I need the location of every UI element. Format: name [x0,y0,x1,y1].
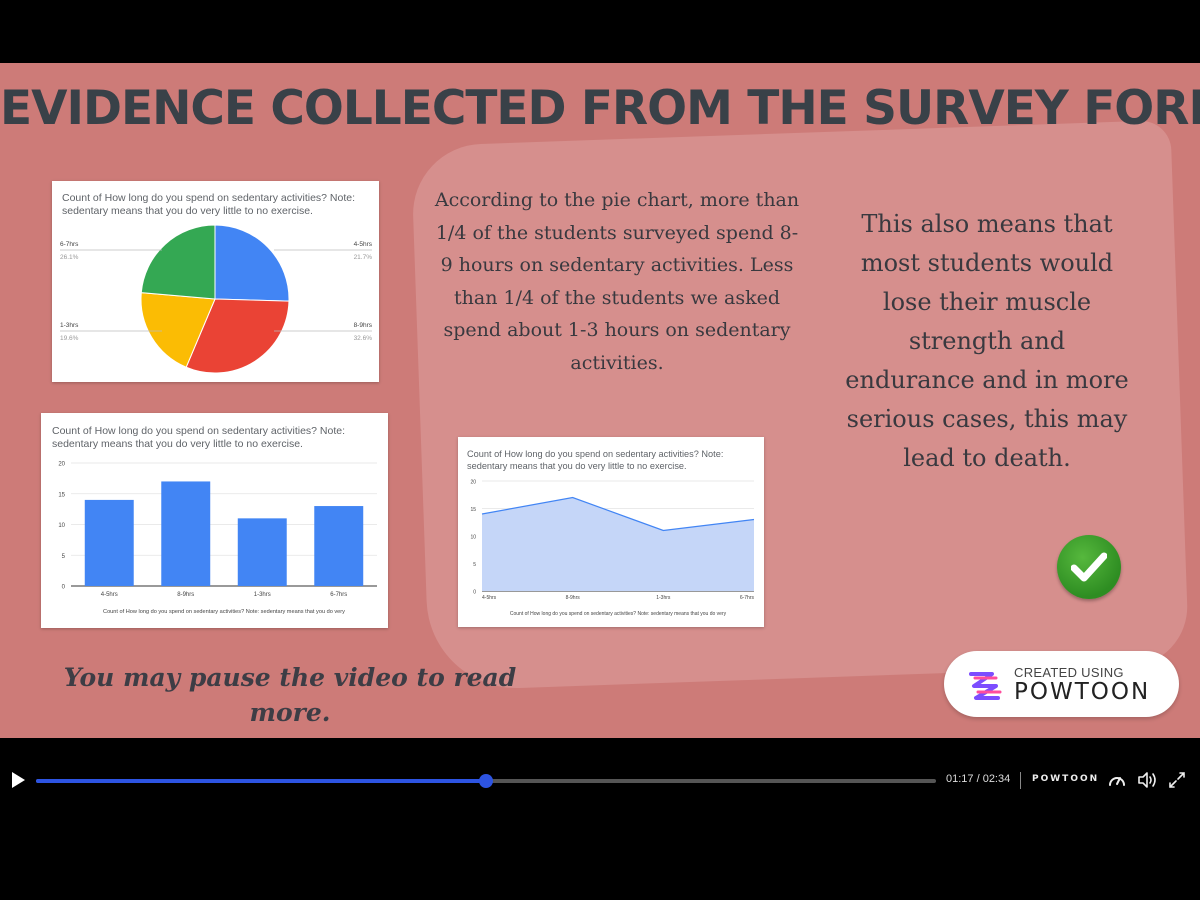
bar-6-7hrs [314,506,364,586]
pie-label-category: 6-7hrs [60,241,79,248]
x-tick-label: 1-3hrs [254,592,271,598]
slide: EVIDENCE COLLECTED FROM THE SURVEY FORM … [0,63,1200,738]
play-icon[interactable] [10,771,26,789]
pie-label-category: 8-9hrs [354,322,373,329]
player-brand[interactable]: POWTOON [1032,774,1100,784]
powtoon-logo-icon [969,672,1002,700]
bar-chart-card: Count of How long do you spend on sedent… [41,413,388,628]
progress-bar[interactable] [36,774,936,788]
x-tick-label: 6-7hrs [330,592,347,598]
x-axis-label: Count of How long do you spend on sedent… [103,609,345,615]
time-display: 01:17 / 02:34 [946,773,1011,785]
bar-chart: Count of How long do you spend on sedent… [52,425,377,615]
bar-8-9hrs [161,481,211,586]
pause-note: You may pause the video to read more. [63,663,517,727]
pie-label-category: 1-3hrs [60,322,79,329]
pie-label-category: 4-5hrs [354,241,373,248]
area-line [481,496,755,532]
chart-title: Count of How long do you spend on sedent… [467,449,723,459]
y-tick-label: 5 [473,562,476,568]
progress-handle[interactable] [479,774,493,788]
progress-fill [36,779,486,783]
pie-chart-card: Count of How long do you spend on sedent… [52,181,379,382]
area-fill [482,497,754,591]
created-using-powtoon-badge[interactable]: CREATED USING POWTOON [944,651,1179,717]
slide-title: EVIDENCE COLLECTED FROM THE SURVEY FORM [0,81,1200,136]
pie-slice-4-5hrs [214,224,290,302]
area-chart-card: Count of How long do you spend on sedent… [458,437,764,627]
pie-slice-8-9hrs [185,298,290,374]
y-tick-label: 5 [62,554,66,560]
y-tick-label: 15 [58,492,65,498]
y-tick-label: 20 [470,480,476,486]
speed-icon[interactable] [1108,772,1126,788]
player-controls: 01:17 / 02:34 POWTOON [0,765,1200,795]
bar-4-5hrs [84,499,134,586]
badge-caption: CREATED USING [1014,665,1124,680]
badge-brand: POWTOON [1014,679,1151,705]
y-tick-label: 0 [62,585,66,591]
pie-chart: Count of How long do you spend on sedent… [60,192,373,374]
fullscreen-icon[interactable] [1168,771,1186,789]
y-tick-label: 20 [58,462,65,468]
chart-title: sedentary means that you do very little … [62,205,313,217]
check-circle-icon [1057,535,1121,599]
pie-label-percent: 26.1% [60,254,79,261]
y-tick-label: 0 [473,590,476,596]
chart-title: sedentary means that you do very little … [467,461,687,471]
chart-title: Count of How long do you spend on sedent… [62,192,355,204]
x-tick-label: 4-5hrs [101,592,118,598]
x-axis-label: Count of How long do you spend on sedent… [510,611,727,617]
bar-1-3hrs [237,518,287,586]
pie-label-percent: 32.6% [354,335,373,342]
x-tick-label: 6-7hrs [740,595,755,601]
pie-slice-1-3hrs [140,292,216,368]
chart-title: Count of How long do you spend on sedent… [52,425,345,437]
pie-label-percent: 19.6% [60,335,79,342]
controls-divider [1020,772,1021,789]
x-tick-label: 8-9hrs [177,592,194,598]
chart-title: sedentary means that you do very little … [52,438,303,450]
conclusion-text: This also means that most students would… [845,210,1129,472]
pie-chart-summary-text: According to the pie chart, more than 1/… [434,189,800,374]
x-tick-label: 8-9hrs [566,595,581,601]
x-tick-label: 4-5hrs [482,595,497,601]
volume-icon[interactable] [1137,772,1159,788]
y-tick-label: 10 [470,535,476,541]
area-chart: Count of How long do you spend on sedent… [467,449,755,617]
y-tick-label: 10 [58,523,65,529]
x-tick-label: 1-3hrs [656,595,671,601]
pie-slice-6-7hrs [140,224,216,300]
y-tick-label: 15 [470,507,476,513]
pie-label-percent: 21.7% [354,254,373,261]
